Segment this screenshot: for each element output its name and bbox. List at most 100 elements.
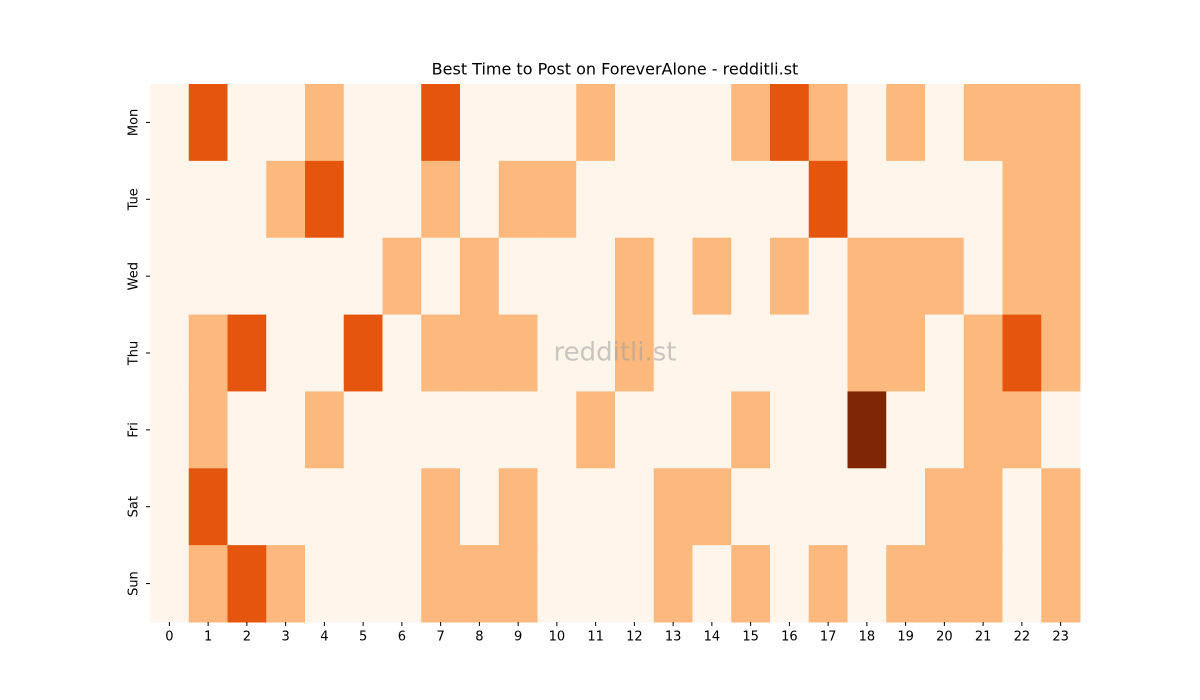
heatmap-cell xyxy=(460,468,500,546)
heatmap-cell xyxy=(305,391,345,469)
heatmap-cell xyxy=(1041,160,1081,239)
heatmap-cell xyxy=(808,468,848,546)
x-tick-label: 17 xyxy=(820,630,837,645)
x-tick-label: 2 xyxy=(243,630,251,645)
heatmap-cell xyxy=(537,545,577,623)
heatmap-cell xyxy=(305,468,345,546)
heatmap-cell xyxy=(498,545,538,623)
heatmap-cell xyxy=(150,160,190,239)
heatmap-cell xyxy=(731,468,771,546)
heatmap-cell xyxy=(963,391,1003,469)
heatmap-cell xyxy=(653,391,693,469)
heatmap-cell xyxy=(498,237,538,316)
heatmap-cell xyxy=(227,468,267,546)
heatmap-cell xyxy=(537,468,577,546)
heatmap-cell xyxy=(731,545,771,623)
heatmap-cell xyxy=(576,160,616,239)
chart-title: Best Time to Post on ForeverAlone - redd… xyxy=(432,60,799,79)
heatmap-cell xyxy=(808,545,848,623)
heatmap-cell xyxy=(421,160,461,239)
heatmap-cell xyxy=(382,314,422,392)
heatmap-cell xyxy=(537,160,577,239)
heatmap-cell xyxy=(925,314,965,392)
heatmap-cell xyxy=(847,468,887,546)
heatmap-cell xyxy=(188,314,228,392)
heatmap-cell xyxy=(886,391,926,469)
heatmap-cell xyxy=(188,84,228,162)
heatmap-cell xyxy=(731,84,771,162)
heatmap-cell xyxy=(886,468,926,546)
x-tick-label: 20 xyxy=(936,630,953,645)
heatmap-cell xyxy=(305,545,345,623)
x-tick-label: 12 xyxy=(626,630,643,645)
heatmap-cell xyxy=(343,84,383,162)
x-tick-label: 11 xyxy=(587,630,604,645)
heatmap-cell xyxy=(576,314,616,392)
heatmap-cell xyxy=(266,160,306,239)
x-tick-label: 21 xyxy=(975,630,992,645)
heatmap-cells xyxy=(150,84,1081,623)
heatmap-cell xyxy=(847,160,887,239)
y-tick-label: Fri xyxy=(127,422,142,438)
heatmap-cell xyxy=(537,314,577,392)
y-tick-label: Thu xyxy=(127,341,142,366)
heatmap-cell xyxy=(615,84,655,162)
heatmap-cell xyxy=(460,237,500,316)
heatmap-cell xyxy=(266,468,306,546)
heatmap-cell xyxy=(227,84,267,162)
heatmap-cell xyxy=(188,237,228,316)
heatmap-cell xyxy=(266,545,306,623)
heatmap-cell xyxy=(1041,545,1081,623)
x-tick-label: 6 xyxy=(398,630,406,645)
heatmap-cell xyxy=(847,237,887,316)
heatmap-cell xyxy=(343,314,383,392)
heatmap-cell xyxy=(925,160,965,239)
heatmap-cell xyxy=(653,160,693,239)
heatmap-cell xyxy=(188,468,228,546)
heatmap-cell xyxy=(266,237,306,316)
heatmap-cell xyxy=(150,84,190,162)
heatmap-cell xyxy=(615,545,655,623)
heatmap-cell xyxy=(731,314,771,392)
heatmap-cell xyxy=(886,84,926,162)
heatmap-cell xyxy=(227,545,267,623)
heatmap-cell xyxy=(460,160,500,239)
heatmap-cell xyxy=(886,237,926,316)
heatmap-cell xyxy=(576,468,616,546)
heatmap-cell xyxy=(925,391,965,469)
heatmap-cell xyxy=(770,160,810,239)
heatmap-cell xyxy=(808,160,848,239)
heatmap-cell xyxy=(963,237,1003,316)
heatmap-cell xyxy=(421,391,461,469)
heatmap-cell xyxy=(498,314,538,392)
heatmap-cell xyxy=(1041,84,1081,162)
heatmap-cell xyxy=(266,84,306,162)
heatmap-cell xyxy=(692,391,732,469)
heatmap-cell xyxy=(847,84,887,162)
heatmap-cell xyxy=(925,545,965,623)
heatmap-cell xyxy=(266,391,306,469)
y-tick-label: Wed xyxy=(127,262,142,290)
x-tick-label: 4 xyxy=(320,630,328,645)
heatmap-cell xyxy=(653,84,693,162)
heatmap-cell xyxy=(1041,237,1081,316)
heatmap-cell xyxy=(150,468,190,546)
x-tick-label: 3 xyxy=(281,630,289,645)
heatmap-cell xyxy=(692,237,732,316)
x-tick-label: 16 xyxy=(781,630,798,645)
heatmap-cell xyxy=(1041,314,1081,392)
heatmap-cell xyxy=(460,391,500,469)
heatmap-cell xyxy=(1002,545,1042,623)
heatmap-cell xyxy=(382,160,422,239)
heatmap-cell xyxy=(227,237,267,316)
heatmap-cell xyxy=(770,314,810,392)
x-tick-label: 5 xyxy=(359,630,367,645)
x-tick-label: 19 xyxy=(897,630,914,645)
x-tick-label: 22 xyxy=(1014,630,1031,645)
heatmap-cell xyxy=(498,391,538,469)
heatmap-cell xyxy=(653,545,693,623)
x-tick-label: 13 xyxy=(665,630,682,645)
x-tick-label: 15 xyxy=(742,630,759,645)
watermark: redditli.st xyxy=(554,338,677,368)
heatmap-cell xyxy=(150,237,190,316)
